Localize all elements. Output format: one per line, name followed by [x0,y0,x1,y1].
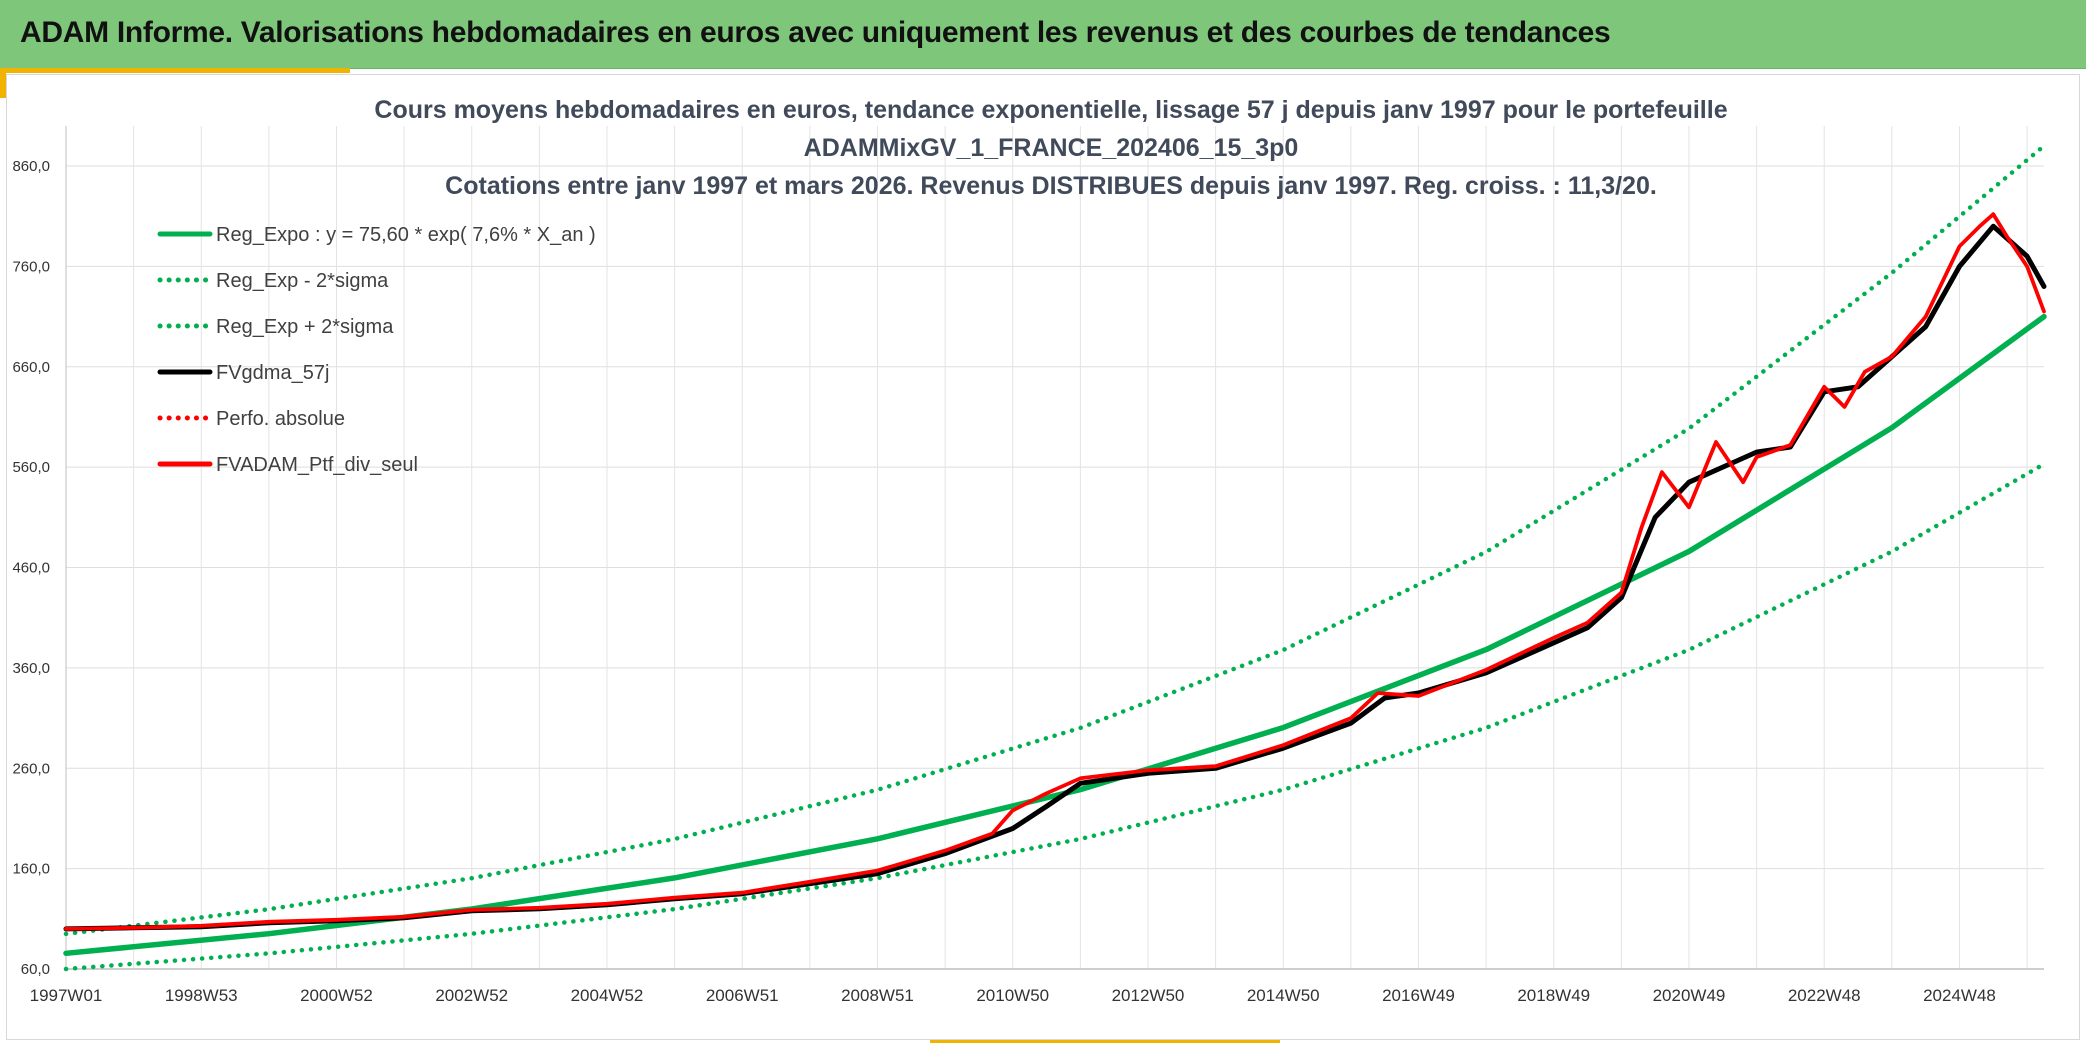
x-tick-label: 2006W51 [706,986,779,1005]
x-tick-label: 1997W01 [30,986,103,1005]
legend-label: Perfo. absolue [216,408,345,430]
x-tick-label: 2024W48 [1923,986,1996,1005]
series-layer [63,143,2047,972]
x-tick-label: 2002W52 [435,986,508,1005]
y-tick-label: 660,0 [12,359,50,376]
x-tick-label: 2022W48 [1788,986,1861,1005]
accent-stripe-top [0,68,350,73]
legend-label: Reg_Expo : y = 75,60 * exp( 7,6% * X_an … [216,224,596,246]
series-reg-expo-y-75-60-exp-7-6-x-an [63,313,2047,957]
y-tick-label: 760,0 [12,258,50,275]
page-title: ADAM Informe. Valorisations hebdomadaire… [20,16,1611,49]
x-tick-label: 2010W50 [976,986,1049,1005]
x-tick-label: 2000W52 [300,986,373,1005]
y-tick-label: 360,0 [12,660,50,677]
series-fvadam-ptf-div-seul [64,212,2046,931]
series-reg-exp-2-sigma [63,461,2047,972]
x-tick-label: 2018W49 [1517,986,1590,1005]
legend-label: Reg_Exp + 2*sigma [216,316,394,338]
axes: 60,0 160,0 260,0 360,0 460,0 560,0 660,0 760,0 8… [12,126,2044,1005]
x-tick-label: 2016W49 [1382,986,1455,1005]
x-tick-label: 1998W53 [165,986,238,1005]
x-tick-label: 2014W50 [1247,986,1320,1005]
chart-title-line-2: ADAMMixGV_1_FRANCE_202406_15_3p0 [804,134,1299,162]
x-tick-label: 2012W50 [1112,986,1185,1005]
legend: Reg_Expo : y = 75,60 * exp( 7,6% * X_an … [157,224,596,476]
chart-frame [6,74,2080,1040]
legend-label: FVADAM_Ptf_div_seul [216,454,418,476]
accent-stripe-left [0,68,6,98]
chart-title-line-3: Cotations entre janv 1997 et mars 2026. … [445,172,1657,200]
y-tick-label: 60,0 [21,961,50,978]
chart-title-block: Cours moyens hebdomadaires en euros, ten… [374,96,1727,200]
y-tick-label: 160,0 [12,861,50,878]
legend-label: FVgdma_57j [216,362,329,384]
x-tick-label: 2020W49 [1653,986,1726,1005]
y-tick-label: 560,0 [12,459,50,476]
y-tick-label: 860,0 [12,158,50,175]
y-tick-label: 260,0 [12,760,50,777]
accent-stripe-bottom [930,1039,1280,1043]
series-reg-exp-2-sigma [63,143,2047,937]
legend-label: Reg_Exp - 2*sigma [216,270,389,292]
header-bar: ADAM Informe. Valorisations hebdomadaire… [0,0,2086,69]
chart-title-line-1: Cours moyens hebdomadaires en euros, ten… [374,96,1727,124]
x-tick-label: 2004W52 [571,986,644,1005]
y-tick-label: 460,0 [12,560,50,577]
grid [65,126,2044,970]
x-tick-label: 2008W51 [841,986,914,1005]
